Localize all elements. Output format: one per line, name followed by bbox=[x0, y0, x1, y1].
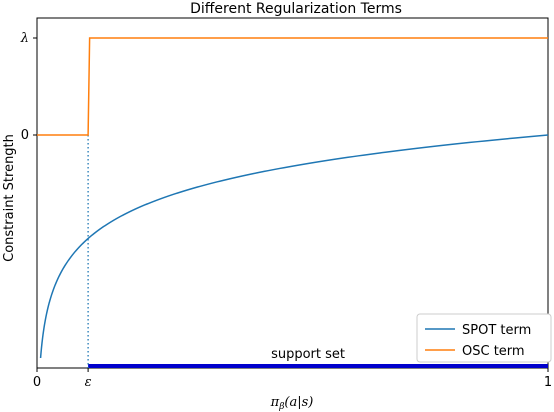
x-tick-label: ε bbox=[85, 375, 92, 390]
spot-term-line bbox=[39, 134, 549, 359]
x-tick-label: 0 bbox=[33, 375, 41, 390]
x-axis-label: πβ(a|s) bbox=[270, 395, 314, 412]
osc-term-line bbox=[37, 37, 548, 136]
y-tick-label: λ bbox=[20, 31, 29, 46]
chart-title: Different Regularization Terms bbox=[190, 1, 402, 17]
y-axis-label: Constraint Strength bbox=[2, 134, 17, 262]
legend: SPOT term OSC term bbox=[416, 313, 552, 363]
legend-label: OSC term bbox=[462, 344, 525, 359]
support-set-label: support set bbox=[271, 347, 345, 362]
x-axis-label-text: πβ(a|s) bbox=[270, 395, 314, 412]
legend-label: SPOT term bbox=[462, 323, 531, 338]
x-tick-label: 1 bbox=[544, 375, 552, 390]
plot-area: support set 0 ε 1 0 λ bbox=[20, 17, 552, 390]
support-set-bar bbox=[88, 364, 548, 368]
y-tick-label: 0 bbox=[21, 128, 29, 143]
